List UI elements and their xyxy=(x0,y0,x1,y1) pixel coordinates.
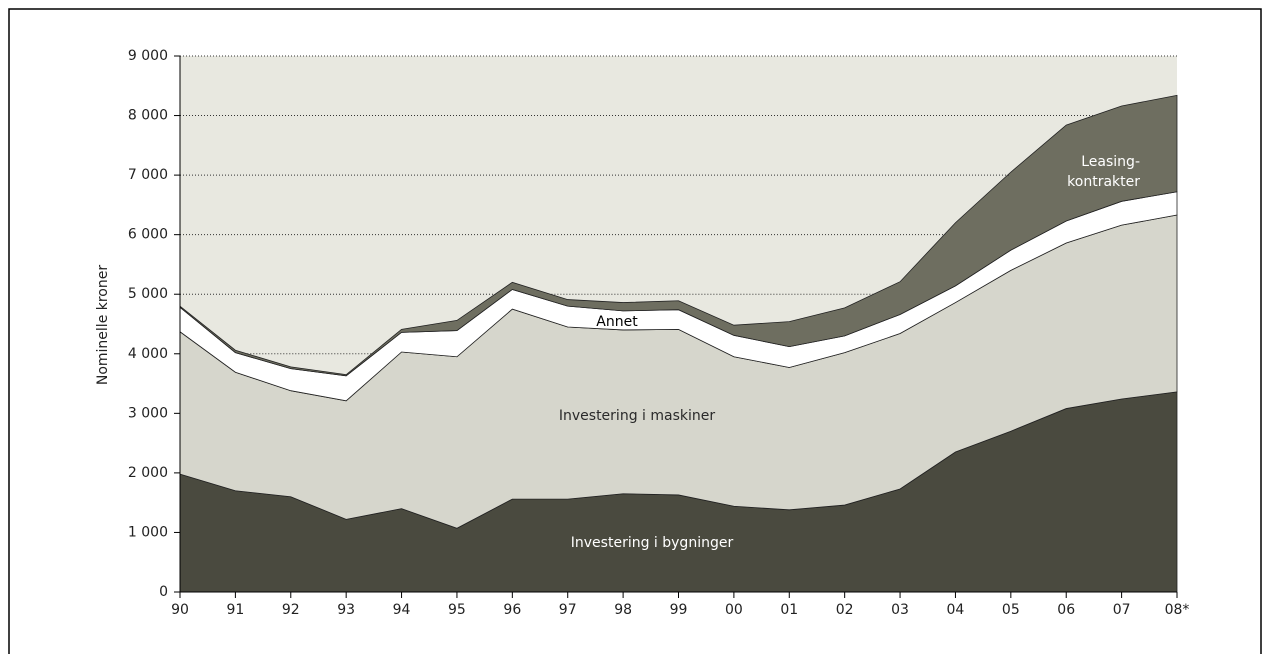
y-axis-label: Nominelle kroner xyxy=(95,265,111,386)
x-tick-label: 98 xyxy=(614,602,632,618)
y-tick-label: 5 000 xyxy=(128,286,168,302)
y-tick-label: 1 000 xyxy=(128,524,168,540)
x-tick-label: 06 xyxy=(1057,602,1075,618)
x-tick-label: 01 xyxy=(780,602,798,618)
series-label: Investering i bygninger xyxy=(571,535,734,551)
x-tick-label: 02 xyxy=(836,602,854,618)
x-tick-label: 04 xyxy=(947,602,965,618)
frame xyxy=(8,8,1262,654)
series-label-line: kontrakter xyxy=(1067,174,1140,190)
area xyxy=(179,94,1178,377)
y-tick-label: 7 000 xyxy=(128,167,168,183)
x-tick-label: 96 xyxy=(503,602,521,618)
x-tick-label: 00 xyxy=(725,602,743,618)
y-tick-label: 4 000 xyxy=(128,346,168,362)
y-tick-label: 6 000 xyxy=(128,227,168,243)
x-tick-label: 99 xyxy=(670,602,688,618)
x-tick-label: 03 xyxy=(891,602,909,618)
x-tick-label: 90 xyxy=(171,602,189,618)
x-tick-label: 92 xyxy=(282,602,300,618)
x-tick-label: 05 xyxy=(1002,602,1020,618)
y-tick-label: 2 000 xyxy=(128,465,168,481)
x-tick-label: 91 xyxy=(226,602,244,618)
series-label-line: Leasing- xyxy=(1081,154,1140,170)
series-label: Investering i maskiner xyxy=(559,408,715,424)
y-tick-label: 0 xyxy=(159,584,168,600)
x-tick-label: 95 xyxy=(448,602,466,618)
x-tick-label: 08* xyxy=(1165,602,1190,618)
series-label: Leasing-kontrakter xyxy=(1067,154,1140,190)
y-tick-label: 8 000 xyxy=(128,108,168,124)
x-tick-label: 94 xyxy=(393,602,411,618)
series-label: Annet xyxy=(596,314,638,330)
y-tick-label: 9 000 xyxy=(128,48,168,64)
x-tick-label: 07 xyxy=(1113,602,1131,618)
x-tick-label: 93 xyxy=(337,602,355,618)
y-tick-label: 3 000 xyxy=(128,405,168,421)
x-tick-label: 97 xyxy=(559,602,577,618)
